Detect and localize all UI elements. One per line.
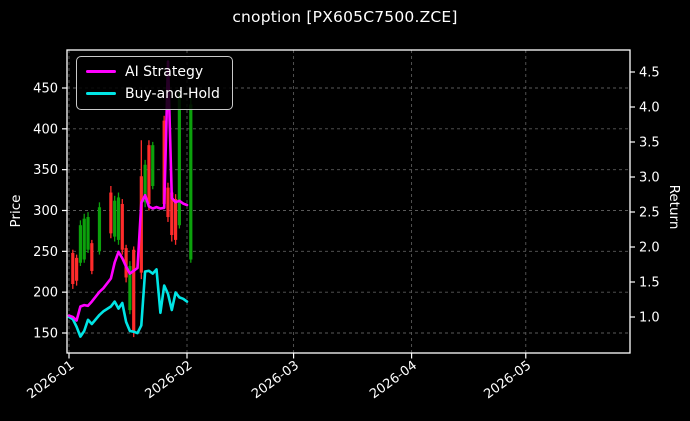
return-axis-label: Return	[666, 184, 682, 230]
date-tick-label: 2026-03	[249, 358, 302, 402]
return-tick-label: 1.5	[639, 276, 660, 291]
price-tick-label: 150	[33, 327, 58, 342]
return-tick-label: 4.5	[639, 66, 660, 81]
legend-label-buy-and-hold: Buy-and-Hold	[125, 85, 220, 102]
plot-frame	[66, 49, 631, 354]
buy-and-hold-line	[67, 268, 189, 338]
return-tick-label: 3.0	[639, 171, 660, 186]
legend: AI Strategy Buy-and-Hold	[76, 56, 233, 110]
return-tick-label: 1.0	[639, 311, 660, 326]
return-tick-label: 2.0	[639, 241, 660, 256]
price-tick-label: 250	[33, 245, 58, 260]
date-tick-label: 2026-04	[367, 358, 420, 402]
date-tick-label: 2026-05	[481, 358, 534, 402]
chart-title: cnoption [PX605C7500.ZCE]	[232, 8, 458, 26]
return-tick-label: 4.0	[639, 101, 660, 116]
price-tick-label: 200	[33, 286, 58, 301]
buy-and-hold-line-swatch	[86, 91, 116, 96]
price-axis-label: Price	[8, 194, 24, 228]
ticks	[62, 71, 635, 359]
date-tick-label: 2026-02	[143, 358, 196, 402]
legend-label-ai-strategy: AI Strategy	[125, 63, 204, 80]
return-tick-label: 2.5	[639, 206, 660, 221]
price-tick-label: 300	[33, 204, 58, 219]
legend-item-buy-and-hold: Buy-and-Hold	[86, 84, 220, 103]
ai-strategy-line-swatch	[86, 69, 116, 74]
price-tick-label: 450	[33, 82, 58, 97]
date-tick-label: 2026-01	[25, 358, 78, 402]
legend-item-ai-strategy: AI Strategy	[86, 62, 220, 81]
return-tick-label: 3.5	[639, 136, 660, 151]
price-tick-label: 350	[33, 163, 58, 178]
price-tick-label: 400	[33, 122, 58, 137]
